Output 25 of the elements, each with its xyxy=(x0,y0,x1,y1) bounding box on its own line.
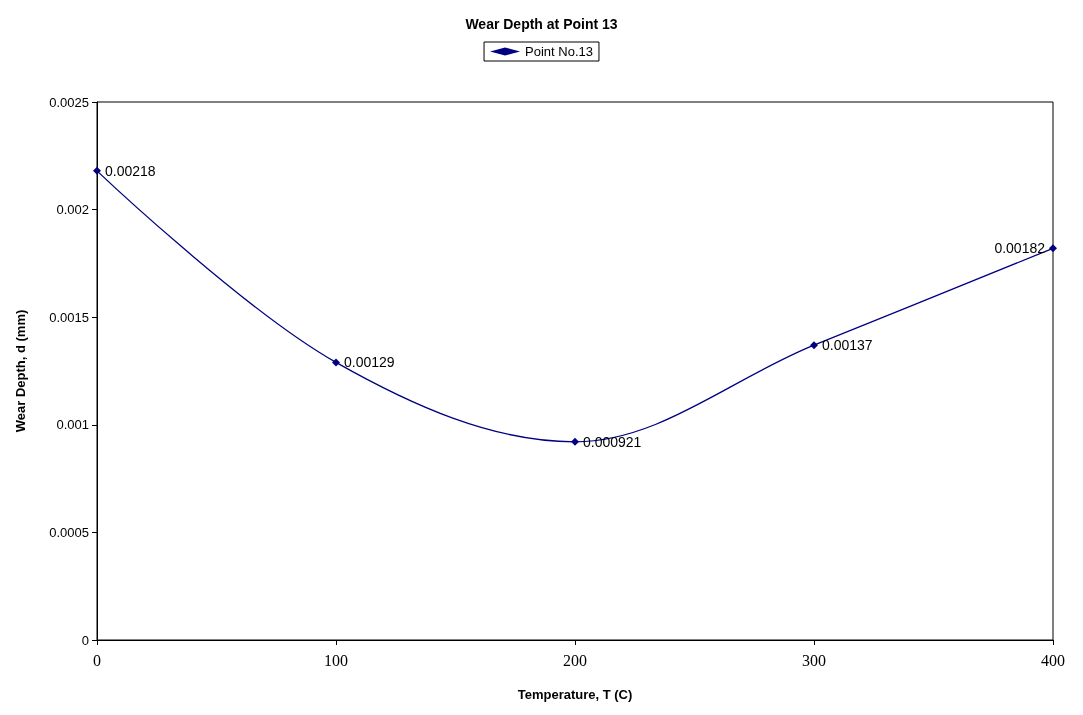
y-tick-label: 0.0015 xyxy=(49,309,89,325)
x-tick-label: 400 xyxy=(1041,651,1065,669)
y-tick-label: 0.0025 xyxy=(49,94,89,110)
x-axis-title: Temperature, T (C) xyxy=(517,687,633,702)
y-tick-label: 0.002 xyxy=(56,202,89,218)
point xyxy=(810,341,818,350)
y-tick-label: 0 xyxy=(81,632,89,648)
data-label: 0.000921 xyxy=(583,433,642,450)
y-tick-label: 0.001 xyxy=(56,417,89,433)
data-label: 0.00182 xyxy=(994,240,1046,257)
legend-label: Point No.13 xyxy=(525,44,593,59)
data-label: 0.00137 xyxy=(822,337,873,354)
x-tick-label: 300 xyxy=(802,651,826,669)
data-label: 0.00129 xyxy=(344,354,395,371)
y-axis-title: Wear Depth, d (mm) xyxy=(13,309,28,433)
x-tick-label: 200 xyxy=(563,651,587,669)
point xyxy=(93,166,101,175)
chart-title: Wear Depth at Point 13 xyxy=(465,16,618,32)
point xyxy=(1049,244,1057,253)
point xyxy=(571,437,579,446)
y-tick-label: 0.0005 xyxy=(49,524,89,540)
x-tick-label: 0 xyxy=(93,651,101,669)
point xyxy=(332,358,340,367)
x-tick-label: 100 xyxy=(324,651,348,669)
data-label: 0.00218 xyxy=(105,162,156,179)
